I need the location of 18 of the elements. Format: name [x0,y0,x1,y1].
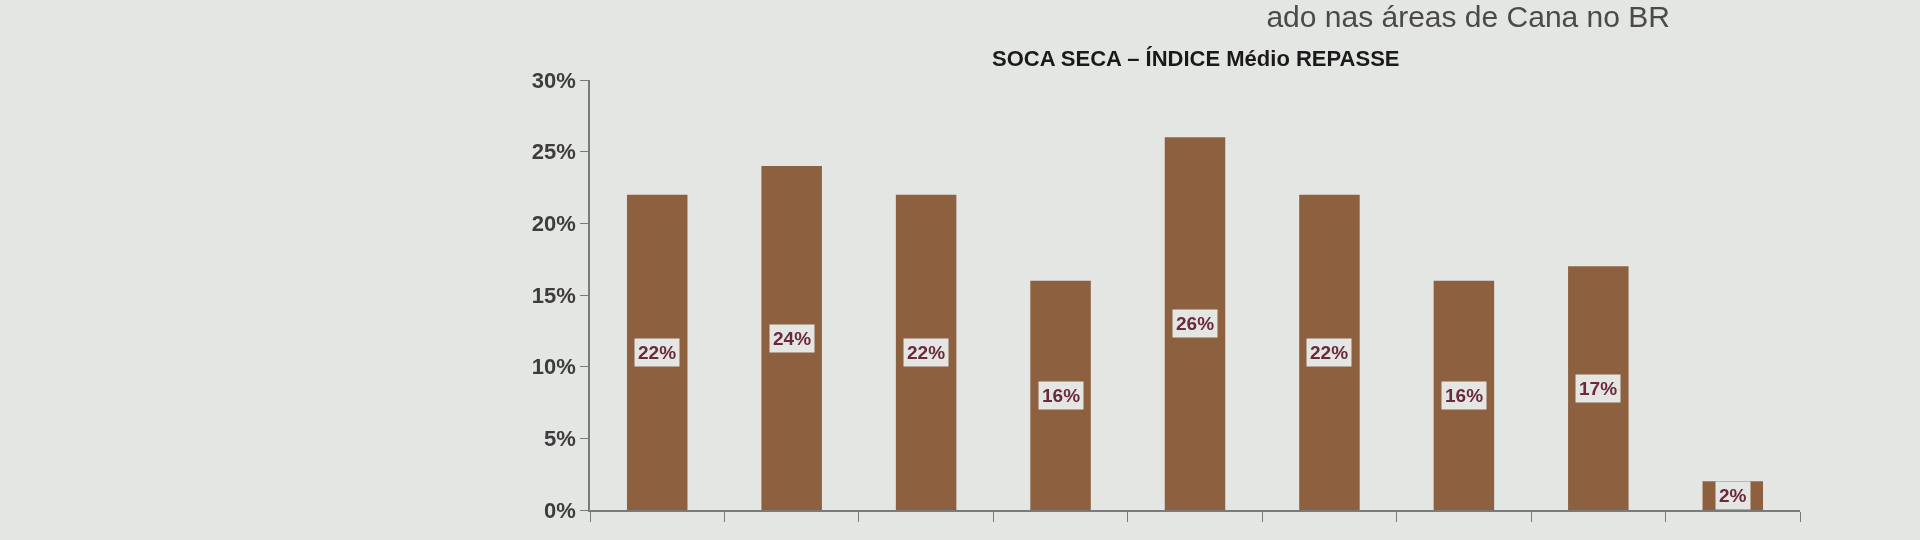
y-tick-label: 20% [531,211,576,237]
data-label: 17% [1579,378,1618,399]
y-tick-label: 25% [531,139,576,165]
y-tick-label: 15% [531,282,576,308]
data-label: 22% [907,342,946,363]
data-label: 24% [773,328,812,349]
chart-title: ado nas áreas de Cana no BR [1266,0,1670,33]
chart-subtitle: SOCA SECA – ÍNDICE Médio REPASSE [992,46,1400,71]
data-label: 22% [1310,342,1349,363]
y-tick-label: 5% [544,426,576,452]
y-tick-label: 30% [531,67,576,93]
data-label: 22% [638,342,677,363]
data-label: 16% [1042,385,1081,406]
y-tick-label: 10% [531,354,576,380]
data-label: 26% [1176,313,1215,334]
data-label: 16% [1445,385,1484,406]
data-label: 2% [1719,485,1747,506]
y-tick-label: 0% [544,497,576,523]
